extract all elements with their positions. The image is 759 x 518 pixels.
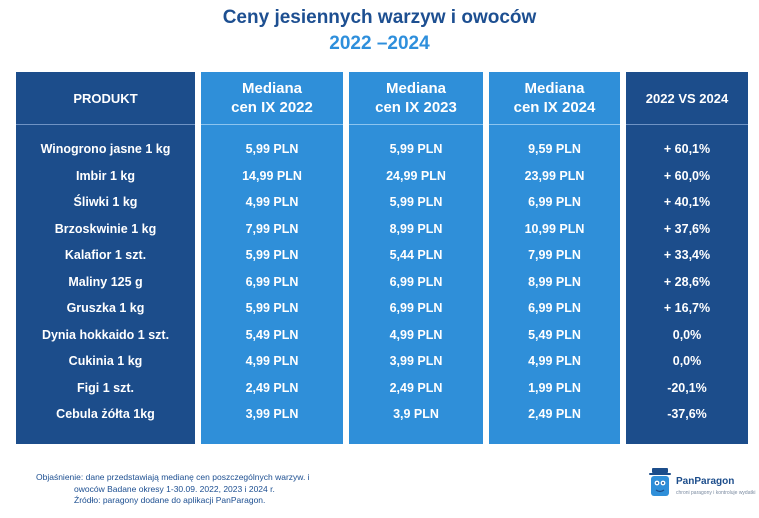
median-2024-column-header: Mediana cen IX 2024 [489,72,620,125]
table-cell-y2022: 14,99 PLN [242,168,302,183]
table-cell-y2024: 10,99 PLN [524,221,585,236]
table-cell-y2023: 24,99 PLN [386,168,446,183]
logo-name: PanParagon [676,476,735,487]
median-2024-header-line2: cen IX 2024 [513,99,596,116]
table-cell-product: Imbir 1 kg [75,168,136,183]
table-cell-y2024: 8,99 PLN [528,274,581,289]
table-cell-product: Brzoskwinie 1 kg [54,221,157,236]
table-cell-y2022: 5,99 PLN [245,301,299,315]
median-2022-header-line1: Mediana [241,80,302,97]
median-2024-column: Mediana cen IX 2024 9,59 PLN 23,99 PLN 6,9… [489,72,620,444]
table-cell-vs: + 60,1% [663,142,711,156]
change-column: 2022 VS 2024 + 60,1% + 60,0% + 40,1% + 37,6… [626,72,748,444]
table-cell-y2023: 3,9 PLN [393,407,439,421]
mascot-icon [649,468,671,496]
table-cell-y2024: 2,49 PLN [528,407,581,421]
table-cell-y2023: 3,99 PLN [389,354,443,368]
table-cell-vs: -20,1% [667,380,707,395]
product-column-cells: Winogrono jasne 1 kg Imbir 1 kg Śliwki 1 k… [16,136,195,428]
table-cell-y2022: 2,49 PLN [245,380,299,395]
logo-tagline: chroni paragony i kontroluje wydatki [676,490,756,496]
table-cell-y2023: 2,49 PLN [389,380,443,395]
median-2023-column-header: Mediana cen IX 2023 [349,72,483,125]
table-cell-y2023: 6,99 PLN [389,301,443,315]
table-cell-y2022: 5,99 PLN [245,142,299,156]
table-cell-y2022: 4,99 PLN [245,354,299,368]
median-2023-header-line2: cen IX 2023 [375,99,457,116]
table-cell-y2024: 9,59 PLN [528,142,581,156]
table-cell-y2022: 3,99 PLN [245,407,299,421]
footnote-line-3: Źródło: paragony dodane do aplikacji Pan… [74,495,266,505]
page-subtitle: 2022 –2024 [329,33,430,54]
table-cell-y2023: 5,99 PLN [389,195,443,209]
median-2022-column-cells: 5,99 PLN 14,99 PLN 4,99 PLN 7,99 PLN 5,99 PL… [201,136,343,428]
table-cell-y2024: 4,99 PLN [528,354,581,368]
table-cell-y2023: 6,99 PLN [389,274,443,289]
table-cell-vs: 0,0% [672,354,702,368]
table-cell-y2022: 6,99 PLN [245,274,299,289]
table-cell-product: Śliwki 1 kg [73,195,138,209]
table-cell-product: Dynia hokkaido 1 szt. [41,327,170,342]
table-cell-vs: + 33,4% [663,248,711,262]
median-2023-header-line1: Mediana [385,80,446,97]
product-column-header: PRODUKT [16,72,195,125]
median-2024-header-line1: Mediana [524,80,585,97]
page-title: Ceny jesiennych warzyw i owoców [222,7,537,28]
panparagon-logo: PanParagon chroni paragony i kontroluje … [648,466,756,506]
footnote-line-1: Objaśnienie: dane przedstawiają medianę … [36,472,310,482]
median-2022-column: Mediana cen IX 2022 5,99 PLN 14,99 PLN 4,9… [201,72,343,444]
table-cell-y2024: 5,49 PLN [528,327,581,342]
median-2023-column: Mediana cen IX 2023 5,99 PLN 24,99 PLN 5,9… [349,72,483,444]
table-cell-y2022: 7,99 PLN [245,221,299,236]
table-cell-y2024: 6,99 PLN [528,195,581,209]
table-cell-vs: + 60,0% [663,168,711,183]
table-cell-vs: + 16,7% [663,301,711,315]
footnote: Objaśnienie: dane przedstawiają medianę … [36,472,376,507]
table-cell-y2022: 5,49 PLN [245,327,299,342]
table-cell-product: Gruszka 1 kg [66,301,145,315]
table-cell-vs: + 37,6% [663,221,711,236]
median-2022-header-line2: cen IX 2022 [231,99,313,116]
table-cell-product: Figi 1 szt. [77,380,134,395]
change-column-header: 2022 VS 2024 [626,72,748,125]
median-2023-column-cells: 5,99 PLN 24,99 PLN 5,99 PLN 8,99 PLN 5,44 PL… [349,136,483,428]
table-cell-vs: -37,6% [667,407,707,421]
table-cell-vs: 0,0% [672,327,702,342]
table-cell-product: Cebula żółta 1kg [56,407,155,421]
table-cell-product: Winogrono jasne 1 kg [40,142,171,156]
table-cell-product: Cukinia 1 kg [68,354,143,368]
table-cell-y2024: 7,99 PLN [528,248,581,262]
table-cell-product: Kalafior 1 szt. [64,248,147,262]
table-cell-y2024: 1,99 PLN [528,380,581,395]
table-cell-vs: + 28,6% [663,274,711,289]
median-2024-column-cells: 9,59 PLN 23,99 PLN 6,99 PLN 10,99 PLN 7,99 P… [489,136,620,428]
product-column: PRODUKT Winogrono jasne 1 kg Imbir 1 kg Śl… [16,72,195,444]
change-column-cells: + 60,1% + 60,0% + 40,1% + 37,6% + 33,4% + 28,… [626,136,748,428]
table-cell-y2023: 5,99 PLN [389,142,443,156]
table-cell-y2023: 8,99 PLN [389,221,443,236]
table-cell-y2023: 5,44 PLN [389,248,443,262]
table-cell-y2023: 4,99 PLN [389,327,443,342]
median-2022-column-header: Mediana cen IX 2022 [201,72,343,125]
table-cell-y2024: 23,99 PLN [524,168,585,183]
table-cell-y2022: 5,99 PLN [245,248,299,262]
footnote-line-2: owoców Badane okresy 1-30.09. 2022, 2023… [74,483,275,494]
table-cell-y2024: 6,99 PLN [528,301,581,315]
table-cell-product: Maliny 125 g [68,274,143,289]
table-cell-y2022: 4,99 PLN [245,195,299,209]
table-cell-vs: + 40,1% [663,195,711,209]
